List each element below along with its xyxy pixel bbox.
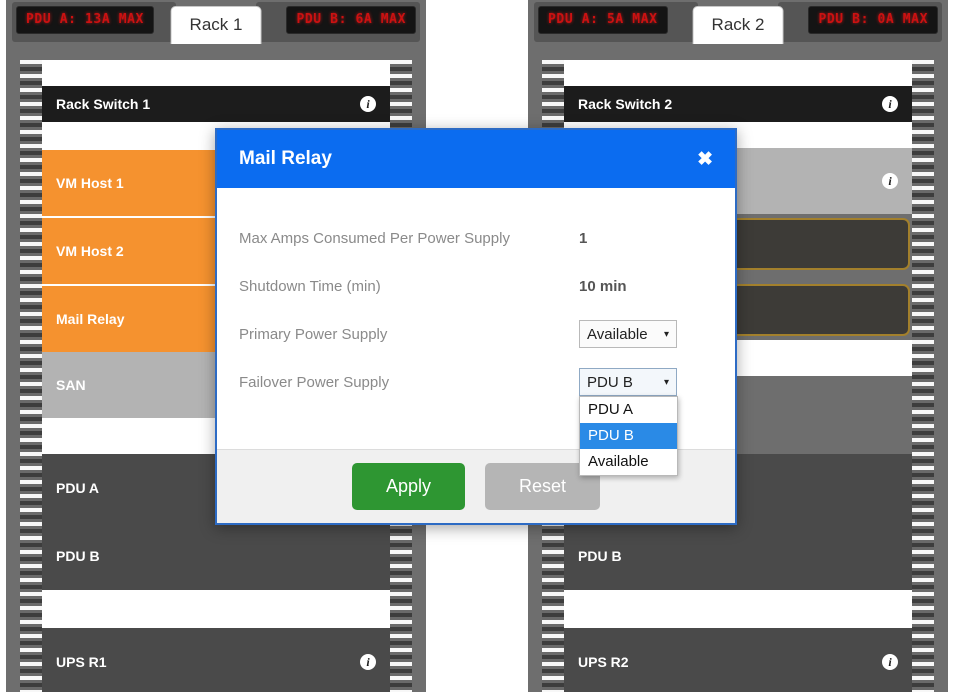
failover-power-supply-label: Failover Power Supply	[239, 373, 390, 391]
rack-unit-label: Mail Relay	[56, 311, 125, 327]
rack-unit-empty	[42, 60, 390, 86]
rack-unit[interactable]: Rack Switch 1 i	[42, 86, 390, 122]
failover-option[interactable]: Available	[588, 453, 649, 470]
chevron-down-icon: ▾	[663, 328, 669, 340]
rack-unit-label: Rack Switch 1	[56, 96, 151, 112]
rack-2-rail-right	[912, 60, 934, 692]
failover-power-supply-select[interactable]: PDU B ▾	[579, 368, 677, 396]
failover-power-supply-value: PDU B	[587, 373, 633, 391]
row-shutdown-time: Shutdown Time (min) 10 min	[239, 262, 713, 310]
close-icon[interactable]: ✖	[697, 148, 713, 170]
rack-unit-empty	[42, 590, 390, 628]
primary-power-supply-label: Primary Power Supply	[239, 325, 388, 343]
info-icon[interactable]: i	[882, 654, 898, 670]
device-settings-dialog: Mail Relay ✖ Max Amps Consumed Per Power…	[215, 128, 737, 525]
rack-unit[interactable]: PDU B	[42, 522, 390, 590]
rack-unit-label: PDU B	[56, 548, 100, 564]
rack-1-rail-left	[20, 60, 42, 692]
row-max-amps: Max Amps Consumed Per Power Supply 1	[239, 214, 713, 262]
pdu-a-readout-2: PDU A: 5A MAX	[538, 6, 668, 34]
dialog-header: Mail Relay ✖	[217, 130, 735, 188]
row-primary-power-supply: Primary Power Supply Available ▾	[239, 310, 713, 358]
pdu-b-readout-2: PDU B: 0A MAX	[808, 6, 938, 34]
chevron-down-icon: ▾	[663, 376, 669, 388]
rack-unit-label: UPS R1	[56, 654, 107, 670]
rack-unit[interactable]: UPS R1 i	[42, 628, 390, 692]
rack-2-tabstrip: PDU A: 5A MAX PDU B: 0A MAX Rack 2	[528, 0, 948, 46]
failover-option[interactable]: PDU A	[588, 401, 634, 418]
rack-unit[interactable]: UPS R2 i	[564, 628, 912, 692]
pdu-a-readout-1: PDU A: 13A MAX	[16, 6, 154, 34]
info-icon[interactable]: i	[882, 96, 898, 112]
rack-unit-label: PDU B	[578, 548, 622, 564]
dialog-body: Max Amps Consumed Per Power Supply 1 Shu…	[217, 188, 735, 476]
info-icon[interactable]: i	[882, 173, 898, 189]
rack-unit-empty	[564, 590, 912, 628]
rack-unit[interactable]: PDU B	[564, 522, 912, 590]
primary-power-supply-select[interactable]: Available ▾	[579, 320, 677, 348]
shutdown-time-value: 10 min	[579, 277, 627, 295]
apply-button[interactable]: Apply	[351, 463, 465, 510]
rack-unit-empty	[564, 60, 912, 86]
rack-unit[interactable]: Rack Switch 2 i	[564, 86, 912, 122]
rack-unit-label: SAN	[56, 377, 86, 393]
dialog-title: Mail Relay	[239, 148, 332, 169]
rack-unit-label: VM Host 1	[56, 175, 124, 191]
failover-option[interactable]: PDU B	[580, 423, 677, 449]
failover-options-list[interactable]: PDU A PDU B Available	[579, 396, 678, 476]
rack-unit-label: PDU A	[56, 480, 100, 496]
shutdown-time-label: Shutdown Time (min)	[239, 277, 381, 295]
info-icon[interactable]: i	[360, 96, 376, 112]
rack-1-tabstrip: PDU A: 13A MAX PDU B: 6A MAX Rack 1	[6, 0, 426, 46]
max-amps-value: 1	[579, 229, 588, 247]
failover-select-wrap: PDU B ▾ PDU A PDU B Available	[579, 368, 678, 476]
max-amps-label: Max Amps Consumed Per Power Supply	[239, 229, 510, 247]
info-icon[interactable]: i	[360, 654, 376, 670]
primary-power-supply-value: Available	[587, 325, 648, 343]
pdu-b-readout-1: PDU B: 6A MAX	[286, 6, 416, 34]
row-failover-power-supply: Failover Power Supply PDU B ▾ PDU A PDU B…	[239, 358, 713, 476]
rack-unit-label: Rack Switch 2	[578, 96, 673, 112]
rack-unit-label: UPS R2	[578, 654, 629, 670]
tab-rack-2[interactable]: Rack 2	[692, 6, 784, 44]
rack-unit-label: VM Host 2	[56, 243, 124, 259]
dialog-footer: Apply Reset	[217, 449, 735, 523]
tab-rack-1[interactable]: Rack 1	[170, 6, 262, 44]
